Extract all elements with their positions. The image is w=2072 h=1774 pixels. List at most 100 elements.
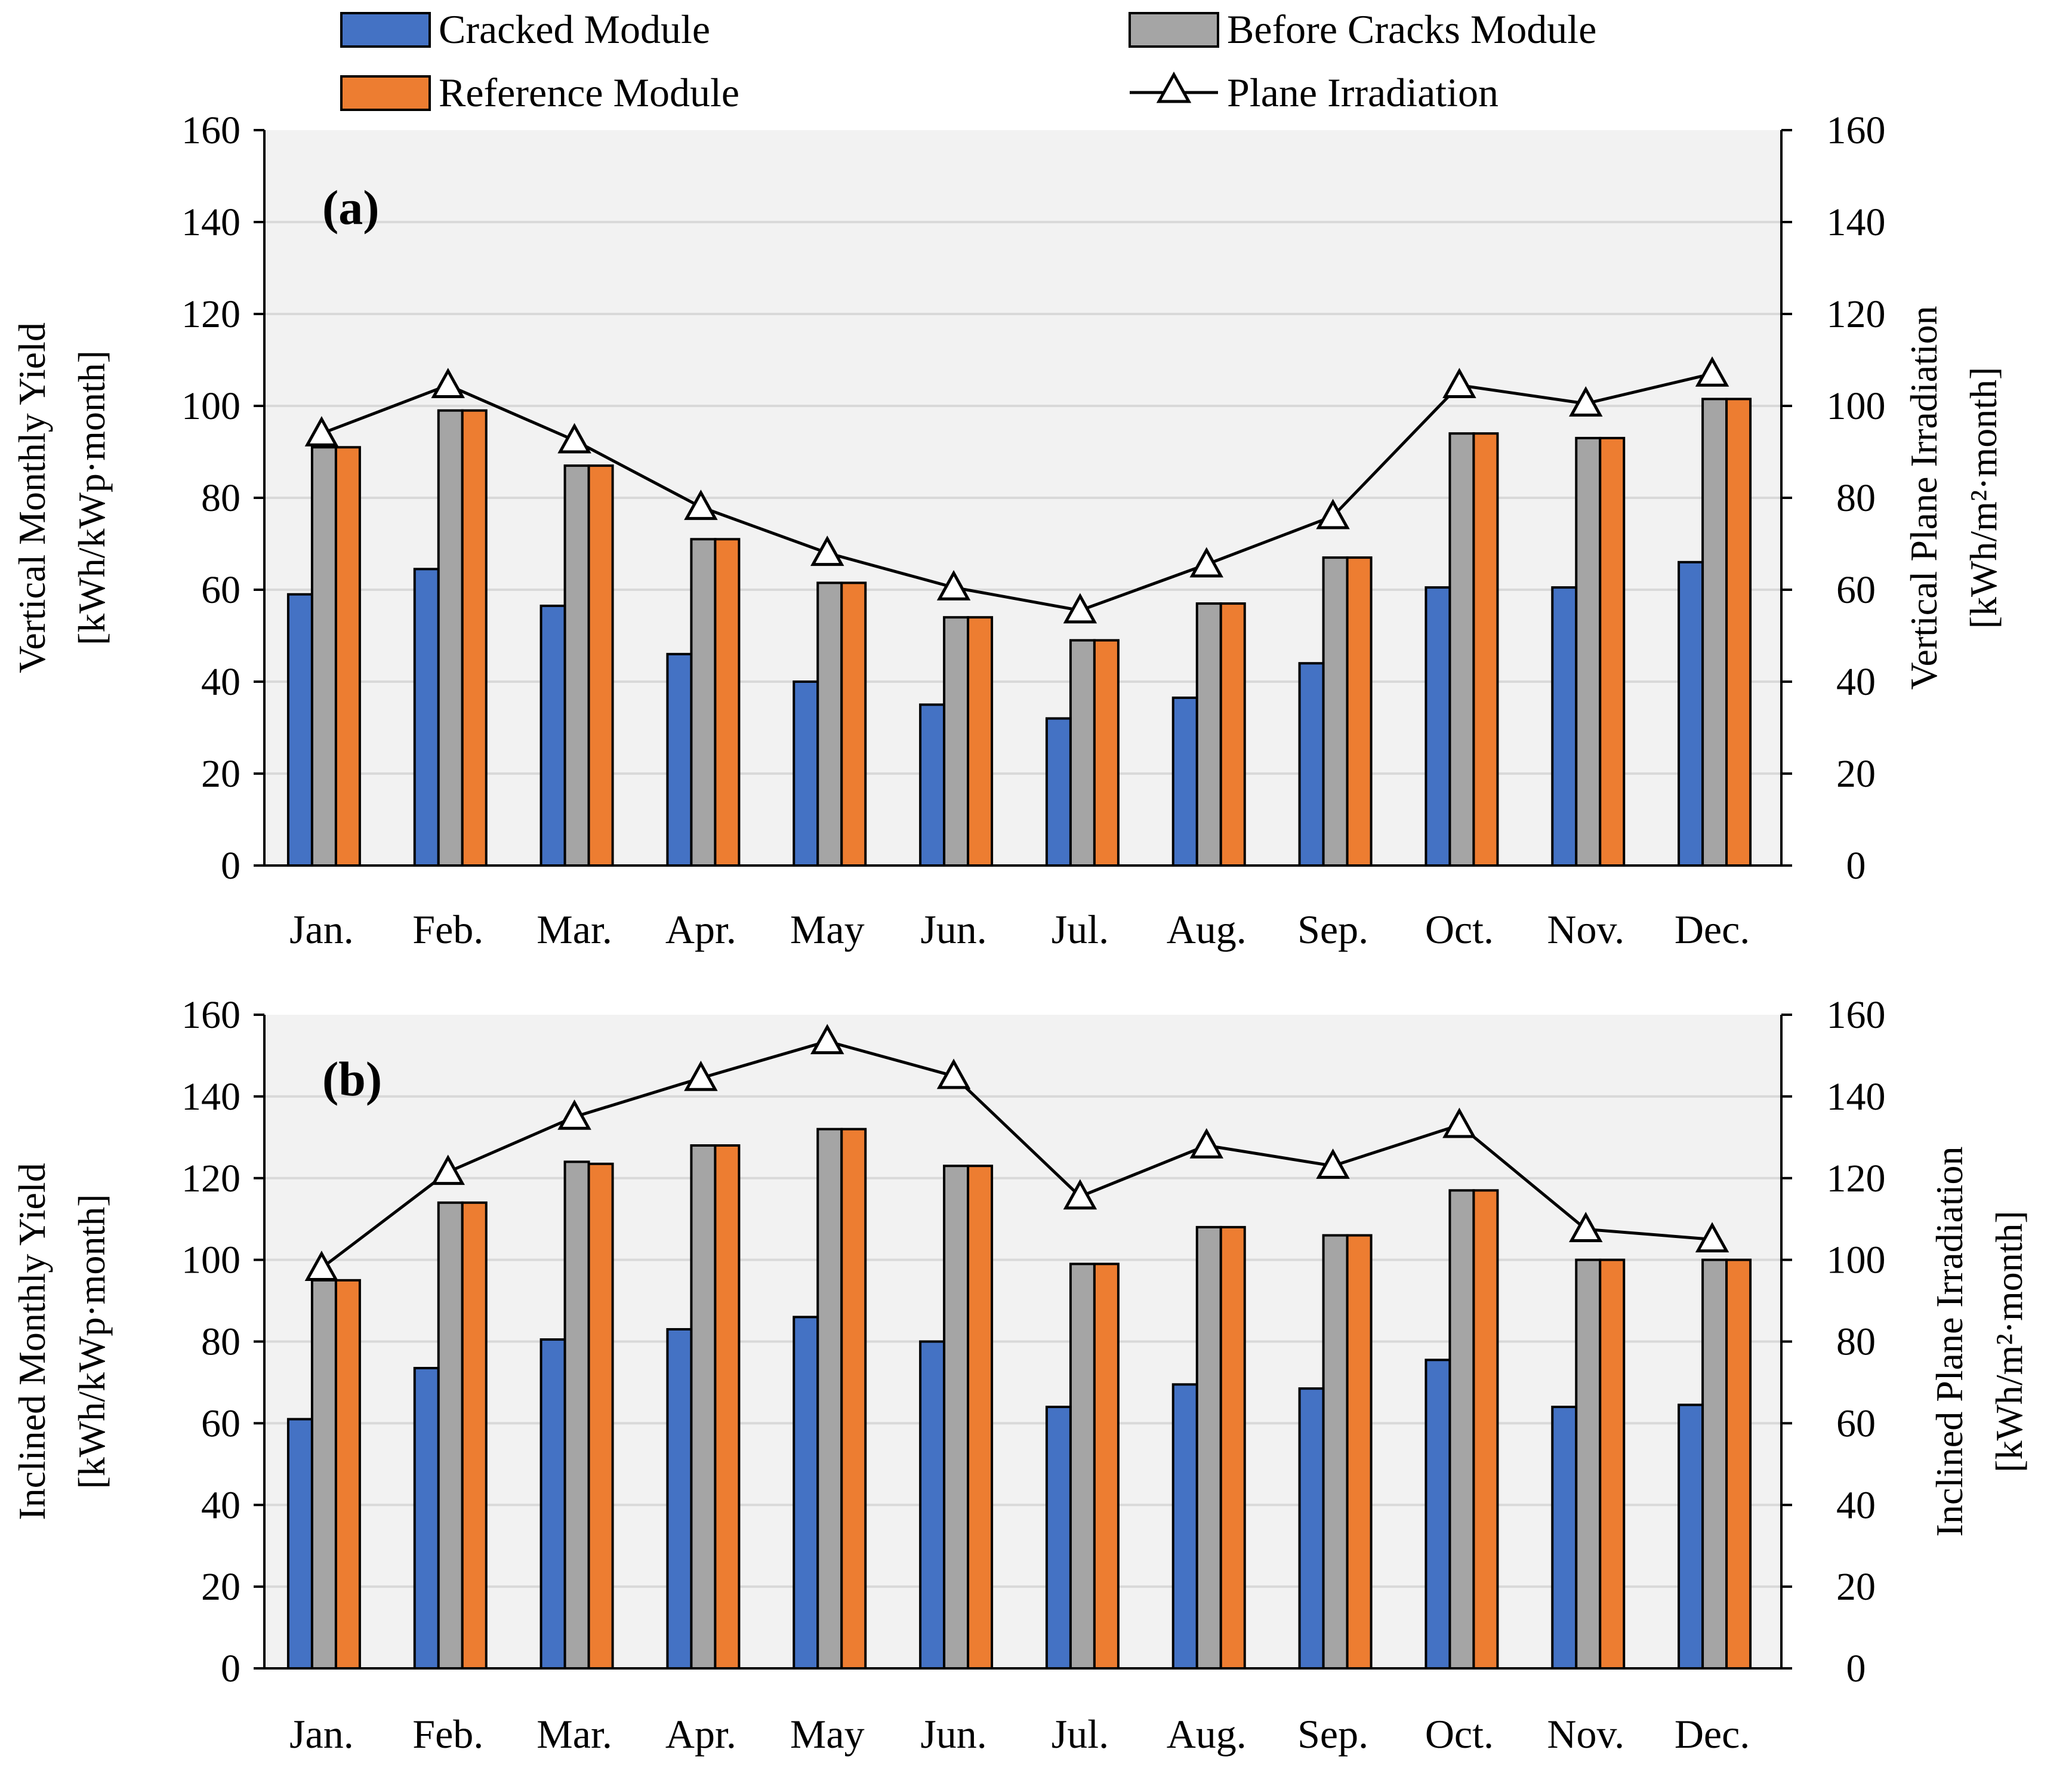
x-tick-label: Mar. — [536, 1711, 612, 1757]
y-right-tick-label: 100 — [1827, 384, 1886, 428]
legend: Cracked Module Before Cracks Module Refe… — [340, 7, 1596, 115]
bar-before — [690, 538, 717, 867]
bar-cracked — [1298, 662, 1325, 867]
bar-cracked — [919, 1340, 946, 1670]
bar-reference — [1725, 1258, 1752, 1670]
bar-reference — [714, 538, 741, 867]
bar-before — [690, 1144, 717, 1670]
bar-reference — [714, 1144, 741, 1670]
bar-cracked — [1171, 1383, 1198, 1670]
bar-before — [1322, 556, 1349, 867]
bar-before — [943, 1165, 970, 1670]
bar-reference — [967, 1165, 994, 1670]
irradiation-marker — [1695, 1222, 1729, 1253]
y-right-tick-label: 0 — [1846, 1647, 1866, 1690]
x-tick-label: Oct. — [1425, 1711, 1494, 1757]
bar-cracked — [286, 593, 313, 867]
bar-reference — [840, 1128, 867, 1670]
y-right-axis-title: [kWh/m²·month] — [1962, 367, 2005, 629]
irradiation-line — [321, 372, 1713, 612]
y-right-tick-label: 140 — [1827, 201, 1886, 244]
y-left-tick-label: 120 — [181, 292, 240, 336]
y-right-tick-label: 40 — [1836, 1483, 1876, 1527]
panel-label: (b) — [322, 1052, 382, 1106]
bar-reference — [334, 446, 361, 867]
bar-reference — [1346, 556, 1373, 867]
bar-before — [943, 616, 970, 867]
bar-cracked — [1424, 1359, 1451, 1670]
y-left-tick-label: 80 — [201, 476, 240, 520]
y-left-tick-label: 140 — [181, 1075, 240, 1119]
bar-cracked — [286, 1418, 313, 1670]
y-left-axis-title: [kWh/kWp·month] — [70, 350, 113, 645]
x-tick-label: Oct. — [1425, 907, 1494, 952]
x-tick-label: Sep. — [1297, 907, 1368, 952]
chart-panel-a: 0 20 40 60 80 100 120 140 160 0 20 40 60 80 100 120 140 1… — [11, 109, 2005, 952]
y-left-tick-label: 40 — [201, 660, 240, 704]
irradiation-marker — [810, 535, 844, 566]
bar-reference — [461, 409, 488, 867]
y-left-tick-label: 0 — [221, 844, 240, 888]
x-tick-label: Aug. — [1167, 1711, 1247, 1757]
y-left-tick-label: 20 — [201, 1565, 240, 1609]
bar-reference — [1472, 1189, 1499, 1670]
bar-before — [437, 1201, 464, 1670]
bar-reference — [1219, 1225, 1246, 1670]
bar-cracked — [1424, 586, 1451, 867]
y-right-tick-label: 80 — [1836, 1320, 1876, 1364]
y-right-tick-label: 0 — [1846, 844, 1866, 888]
legend-marker-irradiation — [1156, 71, 1192, 103]
x-tick-label: Apr. — [665, 907, 736, 952]
x-tick-label: Nov. — [1547, 1711, 1624, 1757]
bar-before — [1322, 1234, 1349, 1670]
y-right-tick-label: 100 — [1827, 1239, 1886, 1282]
y-left-axis-title: [kWh/kWp·month] — [70, 1194, 113, 1489]
bar-cracked — [1551, 586, 1578, 867]
x-tick-label: Aug. — [1167, 907, 1247, 952]
y-left-tick-label: 140 — [181, 201, 240, 244]
irradiation-marker — [684, 1060, 718, 1091]
irradiation-marker — [431, 368, 465, 399]
irradiation-marker — [304, 1251, 339, 1282]
bar-before — [1069, 639, 1096, 867]
bar-reference — [461, 1201, 488, 1670]
bar-cracked — [1678, 1403, 1704, 1670]
x-tick-label: Jul. — [1052, 1711, 1109, 1757]
bar-cracked — [666, 652, 693, 867]
irradiation-marker — [1316, 498, 1350, 529]
bar-before — [1448, 432, 1475, 867]
y-left-axis-title: Vertical Monthly Yield — [11, 322, 53, 673]
bar-before — [1575, 436, 1602, 867]
bar-cracked — [1678, 560, 1704, 867]
bar-reference — [967, 616, 994, 867]
y-left-tick-label: 60 — [201, 1402, 240, 1445]
bar-before — [1701, 1258, 1728, 1670]
irradiation-marker — [810, 1024, 844, 1055]
y-left-tick-label: 100 — [181, 384, 240, 428]
irradiation-marker — [1569, 1212, 1603, 1242]
x-tick-label: Jan. — [289, 907, 354, 952]
bar-reference — [1093, 639, 1120, 867]
y-left-tick-label: 80 — [201, 1320, 240, 1364]
bar-cracked — [1045, 717, 1072, 867]
y-right-tick-label: 160 — [1827, 993, 1886, 1037]
legend-swatch-cracked — [340, 12, 431, 48]
bar-reference — [840, 581, 867, 867]
y-left-tick-label: 20 — [201, 752, 240, 796]
bar-reference — [1599, 436, 1626, 867]
x-tick-label: Dec. — [1675, 907, 1750, 952]
irradiation-marker — [1063, 593, 1097, 624]
bar-cracked — [1045, 1406, 1072, 1670]
bar-before — [437, 409, 464, 867]
bar-cracked — [793, 680, 819, 867]
y-right-tick-label: 60 — [1836, 568, 1876, 612]
irradiation-marker — [1695, 356, 1729, 387]
bar-before — [1701, 398, 1728, 867]
bar-before — [1069, 1262, 1096, 1670]
bar-reference — [1346, 1234, 1373, 1670]
bar-before — [310, 1279, 337, 1670]
x-tick-label: Feb. — [412, 1711, 483, 1757]
legend-swatch-reference — [340, 75, 431, 111]
x-tick-label: Jul. — [1052, 907, 1109, 952]
panel-label: (a) — [322, 180, 380, 235]
